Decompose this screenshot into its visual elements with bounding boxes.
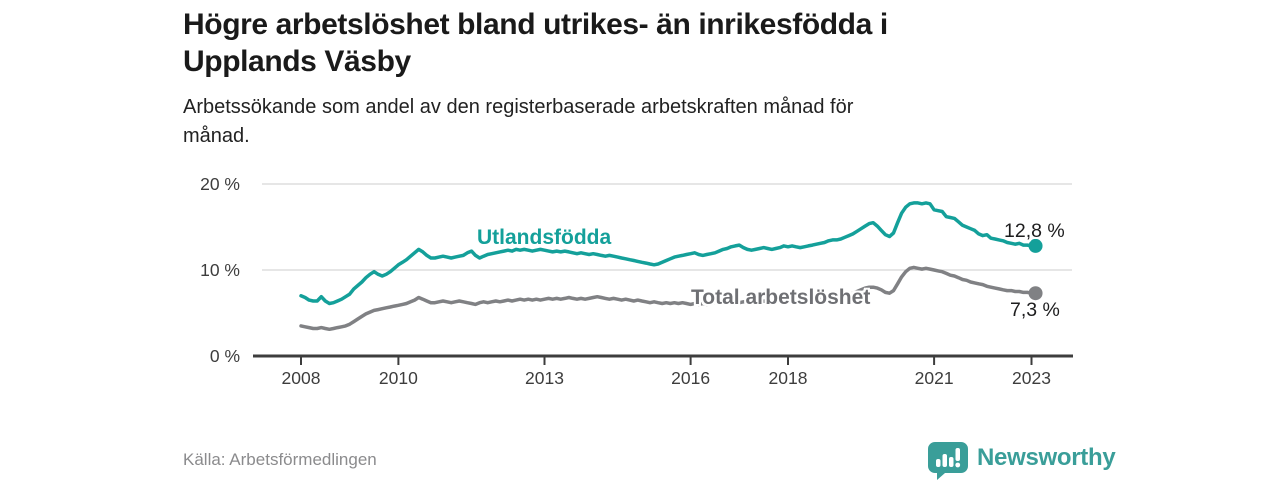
newsworthy-logo: Newsworthy [928,442,1116,480]
x-tick-label-2013: 2013 [525,368,564,388]
series-line-1 [299,265,1038,332]
title-line-2: Upplands Väsby [183,45,411,78]
x-tick-label-2018: 2018 [769,368,808,388]
y-tick-label-0: 0 % [210,346,240,366]
subtitle-line-2: månad. [183,125,250,147]
page-title: Högre arbetslöshet bland utrikes- än inr… [183,6,1073,80]
end-value-label-utlandsfodda: 12,8 % [1004,220,1065,242]
x-tick-label-2016: 2016 [671,368,710,388]
y-tick-label-10: 10 % [200,260,240,280]
bar-chart-speech-bubble-icon [928,442,968,480]
end-value-label-total: 7,3 % [1010,299,1060,321]
source-attribution: Källa: Arbetsförmedlingen [183,450,377,469]
subtitle-line-1: Arbetssökande som andel av den registerb… [183,96,854,118]
series-label-total-arbetsloshet: Total arbetslöshet [691,286,871,309]
title-line-1: Högre arbetslöshet bland utrikes- än inr… [183,8,888,41]
series-end-dot-1 [1028,286,1043,301]
series-label-utlandsfodda: Utlandsfödda [477,226,612,249]
series-end-dot-0 [1028,238,1043,253]
x-tick-label-2008: 2008 [282,368,321,388]
newsworthy-wordmark: Newsworthy [977,444,1116,471]
y-tick-label-20: 20 % [200,174,240,194]
x-tick-label-2010: 2010 [379,368,418,388]
x-tick-label-2023: 2023 [1012,368,1051,388]
x-tick-label-2021: 2021 [915,368,954,388]
unemployment-line-chart: 2008 2010 2013 2016 2018 2021 2023 0 % 10 % 20 % [200,174,1073,388]
series-line-0 [299,201,1038,306]
chart-subtitle: Arbetssökande som andel av den registerb… [183,93,1073,151]
